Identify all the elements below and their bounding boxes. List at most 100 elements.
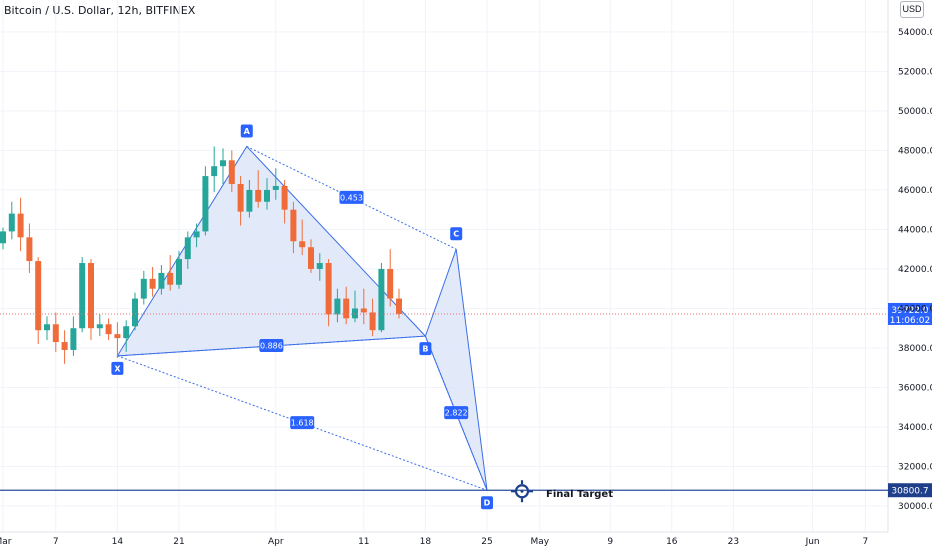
point-label-text: A <box>244 127 251 136</box>
target-price-text: 30800.7 <box>891 487 928 497</box>
ratio-label-2.822 <box>444 406 469 420</box>
candle-body <box>61 342 68 350</box>
price-tick-label: 42000.0 <box>898 265 932 275</box>
candle-body <box>290 209 297 242</box>
time-axis: Mar 7 14 21 Apr 11 18 25 May 9 16 23 Jun 7 <box>0 537 868 547</box>
ratio-label-0.886 <box>259 339 284 353</box>
grid-layer <box>0 0 889 533</box>
ratio-label-text: 0.886 <box>260 342 283 351</box>
time-tick-label: Jun <box>805 537 820 547</box>
price-tick-label: 30000.0 <box>898 502 932 512</box>
candle-body <box>299 241 306 248</box>
candle-body <box>396 298 402 314</box>
candle-body <box>255 189 262 202</box>
candle-body <box>202 176 209 232</box>
candle-body <box>184 237 191 260</box>
candle-body <box>228 160 235 184</box>
ratio-label-text: 0.453 <box>340 193 363 202</box>
candle-body <box>316 263 323 269</box>
candle-body <box>272 185 279 190</box>
candle-body <box>96 324 103 329</box>
candle-body <box>44 324 50 331</box>
candle-body <box>105 324 112 335</box>
time-tick-label: 21 <box>173 537 184 547</box>
point-label-text: D <box>484 499 491 508</box>
candle-body <box>378 268 385 331</box>
target-icon-dot <box>520 489 524 493</box>
candle-body <box>246 189 253 212</box>
candle-body <box>352 308 358 319</box>
candle-body <box>176 259 182 285</box>
candle-body <box>325 263 332 315</box>
time-tick-label: 9 <box>607 537 613 547</box>
candle-body <box>158 272 165 289</box>
point-label-A <box>240 124 253 138</box>
candle-body <box>360 308 367 313</box>
candle-body <box>79 263 86 329</box>
candle-body <box>369 312 376 331</box>
time-tick-label: 16 <box>666 537 678 547</box>
time-tick-label: 7 <box>53 537 59 547</box>
last-price-tag <box>888 302 932 325</box>
price-tick-label: 52000.0 <box>898 67 932 77</box>
candle-body <box>220 160 226 167</box>
ratio-label-text: 2.822 <box>445 409 468 418</box>
price-tick-label: 46000.0 <box>898 186 932 196</box>
candles-layer <box>0 146 402 364</box>
time-tick-label: 7 <box>863 537 869 547</box>
time-tick-label: Apr <box>268 537 284 547</box>
candle-body <box>26 237 33 262</box>
price-tick-label: 38000.0 <box>898 344 932 354</box>
overlay-layer: X A B C D 0.453 0.886 1.618 2.822 Final Target 397… <box>0 124 932 510</box>
price-tick-label: 50000.0 <box>898 107 932 117</box>
point-label-X <box>111 361 124 375</box>
candle-body <box>343 298 350 319</box>
price-tick-label: 34000.0 <box>898 423 932 433</box>
candle-body <box>334 298 341 315</box>
target-price-tag <box>888 483 932 498</box>
ratio-line-xb <box>117 335 426 357</box>
price-axis: 30000.0 32000.0 34000.0 36000.0 38000.0 40000… <box>898 28 932 512</box>
currency-badge[interactable]: USD <box>900 1 924 18</box>
crosshair-target-icon <box>511 480 533 503</box>
candle-body <box>308 247 314 269</box>
time-tick-label: 14 <box>112 537 124 547</box>
candle-body <box>140 278 147 299</box>
price-tick-label: 44000.0 <box>898 225 932 235</box>
candle-body <box>193 231 200 238</box>
ratio-label-0.453 <box>339 190 364 204</box>
candle-body <box>8 213 15 232</box>
ratio-label-text: 1.618 <box>291 419 314 428</box>
point-label-B <box>419 342 432 356</box>
price-tick-label: 32000.0 <box>898 463 932 473</box>
price-tick-label: 36000.0 <box>898 384 932 394</box>
candle-body <box>211 166 218 177</box>
candle-body <box>35 261 42 331</box>
point-label-text: C <box>453 230 459 239</box>
countdown-text: 11:06:02 <box>890 316 930 326</box>
harmonic-pattern <box>116 145 488 491</box>
candle-body <box>88 263 94 329</box>
point-label-text: B <box>422 345 428 354</box>
candle-body <box>0 231 6 244</box>
time-tick-label: 11 <box>358 537 369 547</box>
candle-body <box>387 268 394 299</box>
candle-body <box>52 324 59 343</box>
point-label-C <box>450 227 463 241</box>
candle-body <box>123 326 130 339</box>
price-tick-label: 40000.0 <box>898 304 932 314</box>
candle-body <box>132 298 138 327</box>
candle-body <box>70 328 77 350</box>
price-tick-label: 48000.0 <box>898 146 932 156</box>
target-icon-ring <box>514 484 530 499</box>
time-tick-label: 18 <box>420 537 432 547</box>
point-label-text: X <box>114 364 121 373</box>
time-tick-label: 23 <box>728 537 739 547</box>
time-tick-label: 25 <box>481 537 492 547</box>
price-tick-label: 54000.0 <box>898 28 932 38</box>
triangle-bcd <box>424 249 488 491</box>
final-target-label: Final Target <box>546 489 613 500</box>
point-label-D <box>481 496 493 510</box>
candle-body <box>264 189 270 202</box>
